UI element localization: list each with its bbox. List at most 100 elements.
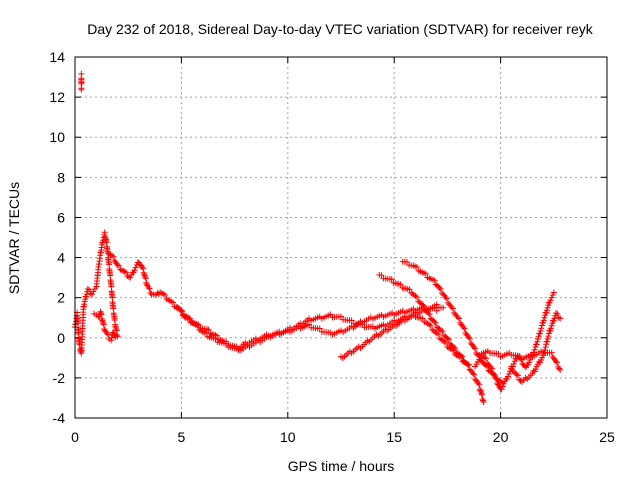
data-point	[442, 294, 449, 301]
data-point	[338, 313, 344, 320]
data-point	[457, 352, 464, 359]
data-point	[143, 281, 150, 288]
data-point	[179, 308, 186, 315]
data-point	[492, 374, 499, 381]
data-point	[419, 301, 426, 308]
plot-frame	[74, 56, 608, 419]
chart-title: Day 232 of 2018, Sidereal Day-to-day VTE…	[87, 21, 593, 37]
data-point	[498, 386, 505, 393]
data-point	[127, 274, 134, 281]
data-point	[103, 330, 110, 337]
data-point	[132, 264, 139, 271]
data-point	[517, 377, 524, 384]
data-point	[464, 361, 471, 368]
data-point	[556, 365, 563, 372]
series-arc-1	[72, 229, 121, 357]
data-point	[316, 325, 323, 332]
data-point	[541, 314, 548, 321]
data-point	[419, 315, 426, 322]
data-point	[483, 355, 490, 362]
data-point	[471, 344, 477, 351]
data-point	[506, 370, 513, 377]
data-point	[442, 339, 449, 346]
data-point	[306, 321, 313, 328]
data-point	[555, 314, 562, 321]
data-point	[443, 295, 450, 302]
data-point	[431, 277, 438, 284]
data-point	[141, 271, 148, 278]
data-point	[545, 333, 552, 340]
data-point	[141, 272, 148, 279]
data-point	[543, 341, 550, 348]
data-point	[142, 274, 149, 281]
data-point	[83, 291, 90, 298]
data-point	[112, 334, 119, 341]
data-point	[177, 307, 184, 314]
data-point	[459, 353, 466, 360]
y-tick-label: 10	[49, 129, 65, 145]
data-point	[99, 318, 106, 325]
series-arc-6	[376, 272, 487, 405]
y-tick-label: 0	[57, 330, 65, 346]
data-point	[500, 380, 507, 387]
data-point	[111, 331, 118, 338]
data-point	[143, 279, 150, 286]
data-point	[534, 338, 541, 345]
data-point	[551, 315, 558, 322]
data-point	[142, 275, 149, 282]
data-point	[489, 365, 496, 372]
data-point	[84, 286, 91, 293]
data-point	[480, 397, 487, 404]
y-tick-label: 4	[57, 250, 65, 266]
x-tick-label: 25	[599, 429, 615, 445]
data-point	[541, 349, 548, 356]
data-point	[444, 335, 451, 342]
data-point	[557, 366, 564, 373]
data-point	[90, 288, 97, 295]
data-point	[212, 335, 219, 342]
data-point	[452, 345, 459, 352]
data-point	[203, 329, 210, 336]
data-point	[431, 318, 438, 325]
data-point	[89, 291, 96, 298]
y-tick-label: 12	[49, 89, 65, 105]
data-point	[540, 317, 547, 324]
data-point	[466, 335, 473, 342]
y-tick-label: -2	[53, 370, 66, 386]
data-point	[547, 327, 554, 334]
data-point	[86, 286, 93, 293]
data-point	[435, 331, 442, 338]
data-point	[532, 344, 539, 351]
data-point	[530, 349, 537, 356]
data-point	[543, 309, 550, 316]
data-point	[510, 360, 517, 367]
data-point	[481, 354, 488, 361]
data-point	[420, 302, 427, 309]
data-point	[552, 358, 559, 365]
data-point	[461, 325, 468, 332]
data-point	[413, 264, 420, 271]
data-point	[478, 390, 485, 397]
data-point	[554, 310, 561, 317]
data-point	[123, 269, 130, 276]
data-point	[505, 373, 512, 380]
data-point	[540, 352, 547, 359]
data-point	[450, 344, 457, 351]
data-point	[140, 265, 147, 272]
data-point	[542, 344, 549, 351]
y-tick-label: 8	[57, 169, 65, 185]
data-point	[508, 363, 515, 370]
data-point	[100, 320, 107, 327]
y-tick-label: 6	[57, 209, 65, 225]
data-point	[538, 322, 545, 329]
data-point	[100, 321, 107, 328]
data-point	[471, 371, 477, 378]
data-point	[147, 289, 154, 296]
data-point	[111, 332, 118, 339]
data-point	[548, 294, 555, 301]
data-point	[493, 375, 500, 382]
data-point	[388, 276, 395, 283]
x-tick-label: 10	[280, 429, 296, 445]
data-point	[131, 267, 138, 274]
